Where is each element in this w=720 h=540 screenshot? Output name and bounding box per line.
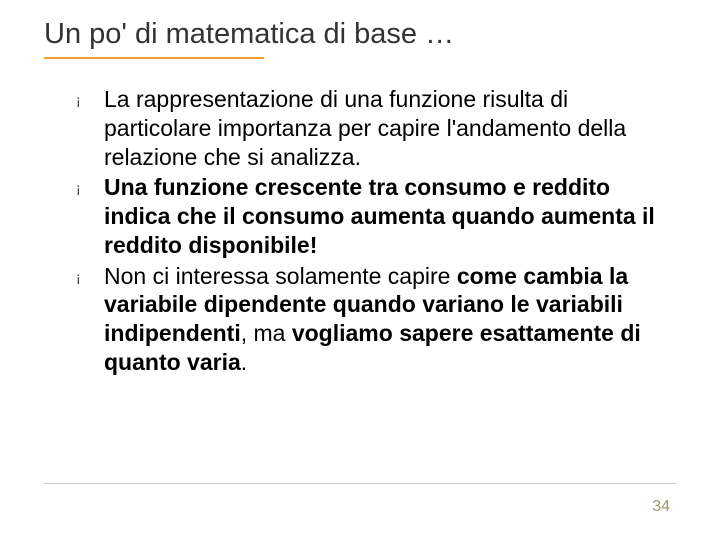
footer-divider [44,483,676,484]
slide-title: Un po' di matematica di base … [44,18,264,59]
bullet-text: La rappresentazione di una funzione risu… [104,85,666,171]
slide-content: ¡ La rappresentazione di una funzione ri… [44,85,676,377]
title-wrap: Un po' di matematica di base … [44,18,676,59]
page-number: 34 [652,498,670,516]
bullet-item: ¡ La rappresentazione di una funzione ri… [76,85,666,171]
bullet-marker-icon: ¡ [76,92,88,108]
bullet-text: Una funzione crescente tra consumo e red… [104,173,666,259]
slide-container: Un po' di matematica di base … ¡ La rapp… [0,0,720,540]
bullet-marker-icon: ¡ [76,180,88,196]
bullet-item: ¡ Non ci interessa solamente capire come… [76,262,666,377]
bullet-item: ¡ Una funzione crescente tra consumo e r… [76,173,666,259]
bullet-marker-icon: ¡ [76,269,88,285]
bullet-text: Non ci interessa solamente capire come c… [104,262,666,377]
